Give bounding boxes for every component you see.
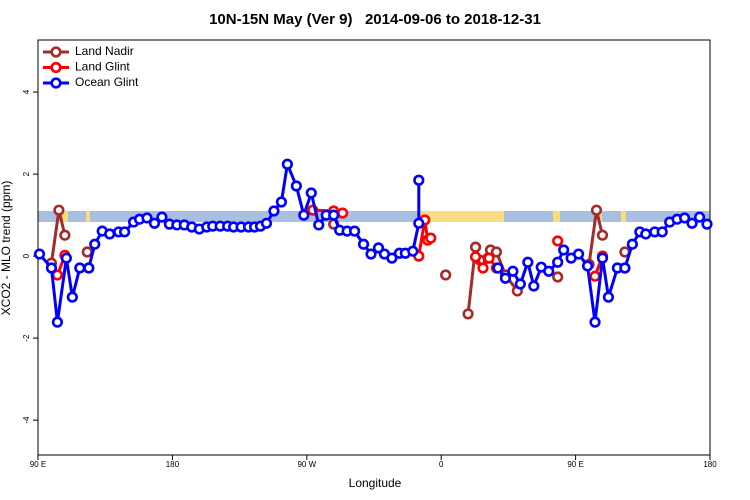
data-point	[558, 244, 570, 256]
x-tick-label: 180	[703, 460, 717, 469]
data-point	[74, 262, 86, 274]
x-tick-label: 180	[166, 460, 180, 469]
data-point	[619, 262, 631, 274]
data-point	[492, 262, 504, 274]
data-point	[156, 211, 168, 223]
data-point	[469, 241, 482, 253]
y-axis-label: XCO2 - MLO trend (ppm)	[0, 181, 13, 316]
data-point	[119, 226, 131, 238]
land-band	[418, 211, 504, 222]
data-point	[581, 260, 594, 272]
data-point	[679, 212, 691, 224]
data-point	[507, 265, 519, 277]
data-point	[275, 196, 288, 208]
data-point	[499, 272, 512, 284]
data-point	[45, 262, 58, 274]
data-point	[59, 229, 71, 241]
data-point	[490, 246, 503, 258]
data-point	[33, 248, 46, 260]
data-point	[477, 262, 489, 274]
data-point	[386, 252, 398, 264]
data-point	[89, 238, 101, 250]
data-point	[626, 238, 638, 250]
data-point	[656, 226, 668, 238]
data-point	[413, 217, 425, 229]
data-point	[328, 209, 340, 221]
data-point	[81, 246, 93, 258]
data-point	[53, 204, 65, 216]
y-tick-label: 4	[22, 89, 31, 94]
data-point	[528, 280, 540, 292]
data-point	[148, 217, 161, 229]
data-point	[514, 278, 526, 290]
data-point	[589, 316, 601, 328]
y-tick-label: 2	[22, 171, 31, 176]
data-point	[281, 158, 293, 170]
legend-marker	[50, 61, 62, 74]
data-point	[357, 238, 370, 250]
legend-marker	[50, 77, 62, 89]
data-point	[543, 265, 555, 277]
data-point	[596, 229, 609, 241]
data-point	[60, 252, 72, 264]
data-point	[337, 207, 349, 219]
data-point	[260, 217, 273, 229]
legend-label: Ocean Glint	[75, 75, 139, 89]
data-point	[66, 291, 78, 303]
data-point	[305, 187, 317, 199]
x-tick-label: 90 E	[30, 460, 46, 469]
data-point	[640, 228, 652, 240]
data-point	[522, 256, 534, 268]
data-point	[693, 211, 706, 223]
land-band	[86, 211, 90, 222]
data-point	[348, 225, 361, 237]
data-point	[298, 209, 310, 221]
data-point	[552, 271, 564, 283]
y-tick-label: -2	[22, 334, 31, 342]
data-point	[589, 270, 601, 282]
plot-frame	[37, 39, 711, 456]
data-point	[701, 218, 713, 230]
data-point	[483, 252, 495, 264]
data-point	[313, 219, 325, 231]
data-point	[552, 235, 564, 247]
legend-label: Land Nadir	[75, 44, 134, 58]
legend-marker	[50, 46, 62, 58]
y-tick-label: 0	[22, 253, 31, 258]
chart-title: 10N-15N May (Ver 9) 2014-09-06 to 2018-1…	[209, 11, 541, 28]
data-point	[365, 248, 377, 260]
data-point	[268, 205, 280, 217]
data-point	[596, 252, 609, 264]
data-point	[407, 245, 419, 257]
data-point	[590, 204, 603, 216]
data-point	[572, 248, 585, 260]
data-point	[462, 308, 474, 320]
data-point	[552, 256, 564, 268]
y-tick-label: -4	[22, 416, 31, 424]
x-tick-label: 90 E	[567, 460, 583, 469]
land-band	[60, 211, 68, 222]
data-point	[141, 212, 153, 224]
data-point	[602, 291, 615, 303]
x-axis-label: Longitude	[349, 476, 402, 490]
data-point	[83, 262, 95, 274]
data-point	[469, 251, 482, 263]
data-point	[290, 180, 302, 192]
data-point	[686, 217, 698, 229]
data-point	[425, 232, 437, 244]
data-point	[104, 228, 116, 240]
land-band	[553, 211, 560, 222]
x-tick-label: 0	[439, 460, 444, 469]
land-band	[621, 211, 626, 222]
data-point	[413, 174, 425, 186]
ocean-band	[38, 211, 710, 222]
x-tick-label: 90 W	[297, 460, 316, 469]
data-point	[440, 269, 452, 281]
legend-label: Land Glint	[75, 60, 130, 74]
data-point	[51, 316, 64, 328]
